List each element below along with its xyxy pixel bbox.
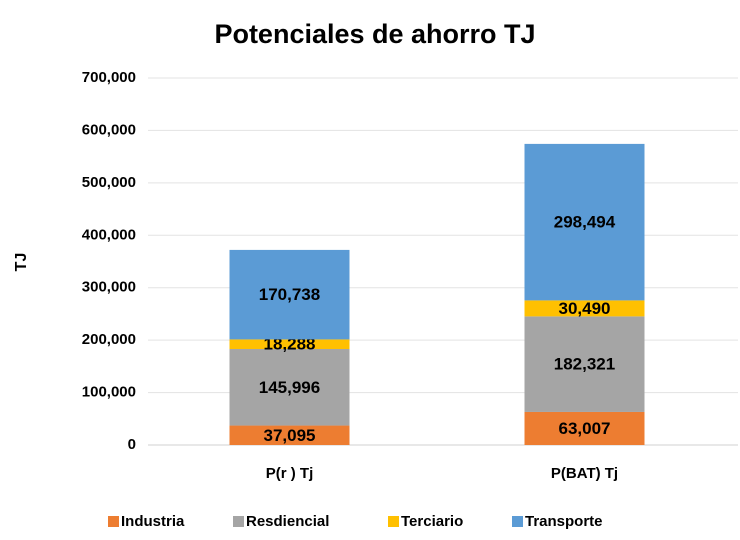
y-tick-label: 500,000	[82, 174, 136, 191]
legend-swatch	[388, 516, 399, 527]
legend-label: Terciario	[401, 513, 463, 530]
y-tick-label: 400,000	[82, 226, 136, 243]
y-tick-label: 600,000	[82, 121, 136, 138]
data-label: 182,321	[554, 355, 615, 374]
y-tick-label: 200,000	[82, 331, 136, 348]
bar-segment	[229, 425, 350, 445]
x-tick-label: P(r ) Tj	[266, 465, 314, 482]
legend-swatch	[512, 516, 523, 527]
legend-label: Industria	[121, 513, 185, 530]
data-label: 298,494	[554, 213, 616, 232]
data-label: 30,490	[559, 299, 611, 318]
data-label: 18,288	[264, 335, 316, 354]
chart-title: Potenciales de ahorro TJ	[214, 19, 535, 49]
y-tick-label: 100,000	[82, 384, 136, 401]
data-label: 170,738	[259, 285, 320, 304]
bar-segment	[524, 143, 645, 301]
legend-label: Transporte	[525, 513, 603, 530]
y-axis-label: TJ	[13, 253, 30, 272]
bar-segment	[524, 411, 645, 445]
legend-swatch	[108, 516, 119, 527]
bar-segment	[229, 339, 350, 350]
data-label: 63,007	[559, 419, 611, 438]
legend-label: Resdiencial	[246, 513, 329, 530]
y-tick-label: 0	[128, 436, 136, 453]
data-label: 145,996	[259, 378, 320, 397]
data-label: 37,095	[264, 426, 316, 445]
bar-segment	[524, 300, 645, 317]
bar-segment	[229, 349, 350, 426]
x-tick-label: P(BAT) Tj	[551, 465, 618, 482]
y-tick-label: 700,000	[82, 69, 136, 86]
legend-swatch	[233, 516, 244, 527]
bar-segment	[524, 316, 645, 412]
y-tick-label: 300,000	[82, 279, 136, 296]
bar-segment	[229, 249, 350, 340]
